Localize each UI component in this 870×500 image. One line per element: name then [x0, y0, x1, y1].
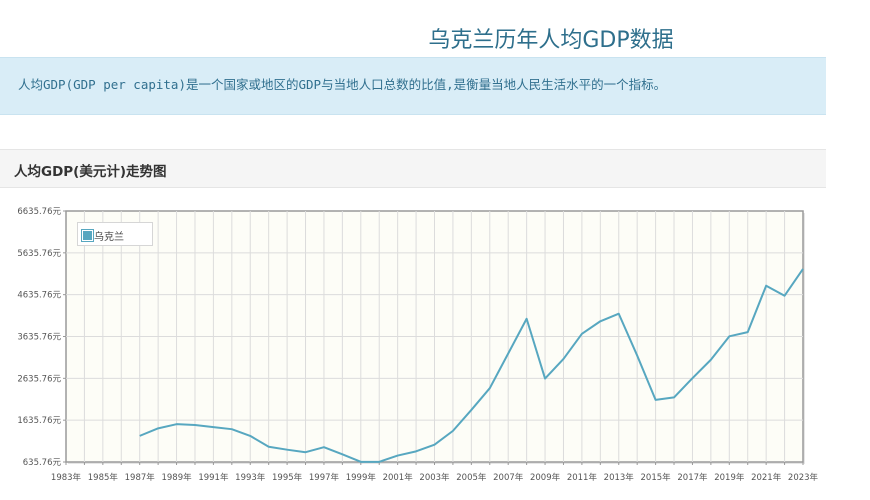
x-tick-label: 2015年: [641, 472, 672, 483]
chart-section-header: 人均GDP(美元计)走势图: [0, 149, 826, 188]
y-tick-label: 4635.76元: [17, 291, 61, 301]
y-tick-label: 6635.76元: [17, 207, 61, 217]
x-tick-label: 2017年: [677, 472, 708, 483]
x-tick-label: 1987年: [125, 472, 156, 483]
gdp-line-chart: 1983年 1985年 1987年 1989年 1991年 1993年 1995年 1997年…: [17, 207, 819, 483]
x-tick-label: 1991年: [198, 472, 229, 483]
legend-label: 乌克兰: [94, 232, 124, 243]
x-tick-label: 2009年: [530, 472, 561, 483]
x-tick-label: 2021年: [751, 472, 782, 483]
x-tick-label: 1997年: [309, 472, 340, 483]
series-line-ukraine: [139, 268, 804, 463]
intro-text: 人均GDP(GDP per capita)是一个国家或地区的GDP与当地人口总数…: [18, 77, 667, 92]
x-tick-label: 2013年: [604, 472, 635, 483]
legend-swatch: [81, 229, 94, 242]
x-tick-label: 2011年: [567, 472, 598, 483]
chart-legend[interactable]: 乌克兰: [77, 222, 153, 246]
y-tick-label: 3635.76元: [17, 333, 61, 343]
x-tick-label: 2001年: [383, 472, 414, 483]
page-title: 乌克兰历年人均GDP数据: [428, 28, 674, 53]
x-tick-label: 1989年: [161, 472, 192, 483]
x-tick-label: 1999年: [346, 472, 377, 483]
x-tick-label: 1985年: [88, 472, 119, 483]
y-tick-label: 635.76元: [23, 458, 62, 468]
intro-panel: 人均GDP(GDP per capita)是一个国家或地区的GDP与当地人口总数…: [0, 57, 826, 115]
x-tick-label: 2023年: [788, 472, 819, 483]
x-tick-label: 2005年: [456, 472, 487, 483]
x-tick-label: 2007年: [493, 472, 524, 483]
x-tick-label: 2019年: [714, 472, 745, 483]
x-tick-label: 1983年: [51, 472, 82, 483]
x-tick-label: 2003年: [419, 472, 450, 483]
y-tick-label: 1635.76元: [17, 416, 61, 426]
y-tick-label: 2635.76元: [17, 374, 61, 384]
x-tick-label: 1993年: [235, 472, 266, 483]
x-tick-label: 1995年: [272, 472, 303, 483]
chart-section-title: 人均GDP(美元计)走势图: [14, 164, 167, 180]
y-tick-label: 5635.76元: [17, 249, 61, 259]
